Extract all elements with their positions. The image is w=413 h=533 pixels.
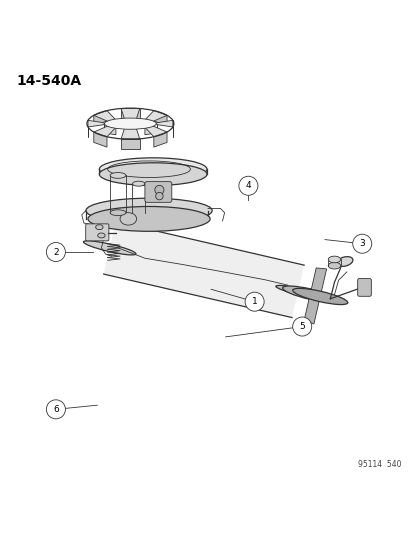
Polygon shape	[121, 109, 140, 119]
Polygon shape	[154, 132, 166, 147]
Polygon shape	[103, 222, 304, 318]
Text: 3: 3	[358, 239, 364, 248]
Polygon shape	[156, 120, 173, 127]
Polygon shape	[107, 120, 116, 129]
Text: 14-540A: 14-540A	[17, 74, 81, 88]
Circle shape	[244, 292, 263, 311]
Polygon shape	[94, 126, 116, 137]
Circle shape	[352, 234, 371, 253]
Circle shape	[238, 176, 257, 195]
Polygon shape	[124, 128, 136, 135]
Polygon shape	[145, 126, 153, 135]
Ellipse shape	[85, 198, 211, 223]
Text: 4: 4	[245, 181, 251, 190]
Polygon shape	[107, 126, 116, 135]
Ellipse shape	[83, 241, 135, 255]
Text: 6: 6	[53, 405, 59, 414]
Ellipse shape	[132, 181, 145, 186]
Polygon shape	[88, 120, 104, 127]
Ellipse shape	[120, 213, 136, 225]
Ellipse shape	[282, 286, 337, 302]
Polygon shape	[154, 110, 166, 126]
Ellipse shape	[110, 210, 126, 215]
Polygon shape	[145, 110, 166, 122]
Polygon shape	[145, 120, 153, 129]
Ellipse shape	[99, 163, 206, 185]
Ellipse shape	[97, 233, 105, 238]
Polygon shape	[94, 110, 107, 126]
Circle shape	[46, 400, 65, 419]
Ellipse shape	[292, 288, 347, 304]
Ellipse shape	[328, 256, 340, 263]
Ellipse shape	[328, 262, 340, 269]
Ellipse shape	[104, 118, 156, 130]
FancyBboxPatch shape	[357, 279, 370, 296]
Polygon shape	[121, 128, 140, 139]
Ellipse shape	[88, 206, 210, 231]
FancyBboxPatch shape	[145, 182, 171, 203]
Polygon shape	[121, 109, 140, 119]
Polygon shape	[145, 126, 166, 137]
Text: 2: 2	[53, 247, 59, 256]
Text: 5: 5	[299, 322, 304, 331]
Ellipse shape	[95, 225, 103, 230]
FancyBboxPatch shape	[85, 224, 109, 241]
Polygon shape	[94, 110, 116, 122]
Polygon shape	[304, 268, 326, 324]
Polygon shape	[124, 119, 136, 127]
Text: 1: 1	[251, 297, 257, 306]
Polygon shape	[121, 139, 140, 149]
Circle shape	[292, 317, 311, 336]
Ellipse shape	[155, 192, 163, 200]
Circle shape	[46, 243, 65, 262]
Ellipse shape	[110, 173, 126, 179]
Ellipse shape	[99, 158, 206, 181]
Ellipse shape	[336, 256, 352, 266]
Text: 95114  540: 95114 540	[357, 459, 401, 469]
Ellipse shape	[275, 285, 328, 299]
Ellipse shape	[154, 185, 164, 195]
Polygon shape	[94, 132, 107, 147]
